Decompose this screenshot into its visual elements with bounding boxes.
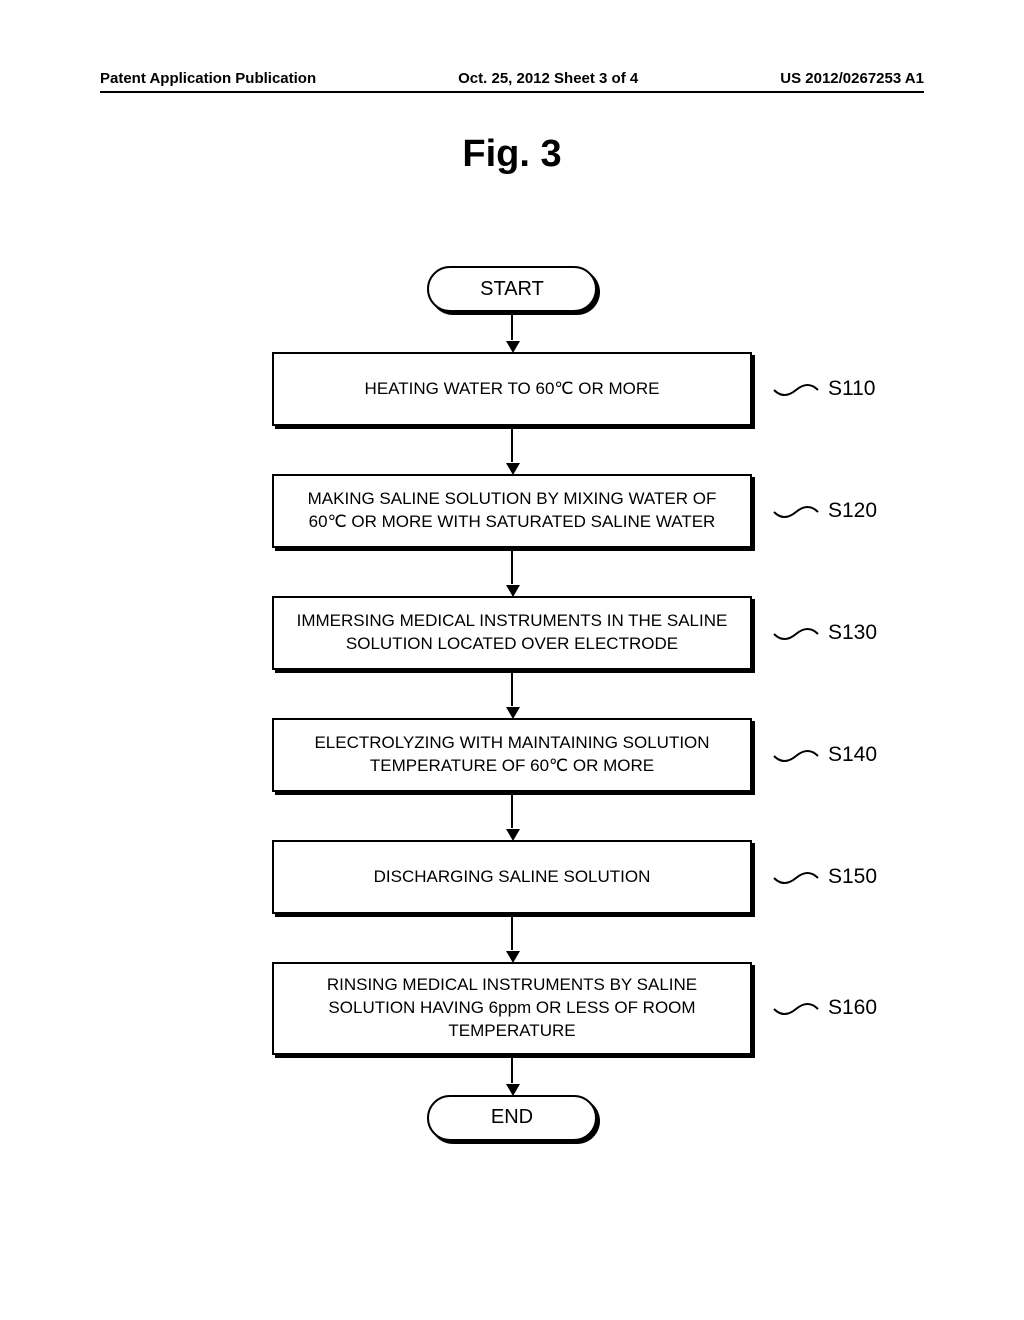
figure-title: Fig. 3	[100, 133, 924, 176]
step-id: S120	[828, 499, 877, 523]
flowchart: START HEATING WATER TO 60℃ OR MORE S110 …	[100, 266, 924, 1141]
terminator-end: END	[427, 1095, 597, 1141]
connector-icon	[772, 866, 820, 892]
connector-icon	[772, 378, 820, 404]
process-box: HEATING WATER TO 60℃ OR MORE	[272, 352, 752, 426]
page: Patent Application Publication Oct. 25, …	[0, 0, 1024, 1320]
step-row: IMMERSING MEDICAL INSTRUMENTS IN THE SAL…	[100, 596, 924, 670]
terminator-end-label: END	[491, 1106, 533, 1129]
step-label: S160	[772, 993, 877, 1023]
step-row: RINSING MEDICAL INSTRUMENTS BY SALINE SO…	[100, 962, 924, 1055]
step-row: HEATING WATER TO 60℃ OR MORE S110	[100, 352, 924, 426]
step-label: S120	[772, 496, 877, 526]
connector-icon	[772, 744, 820, 770]
header-center: Oct. 25, 2012 Sheet 3 of 4	[458, 70, 638, 87]
process-box: MAKING SALINE SOLUTION BY MIXING WATER O…	[272, 474, 752, 548]
step-id: S110	[828, 377, 876, 401]
step-row: DISCHARGING SALINE SOLUTION S150	[100, 840, 924, 914]
step-row: ELECTROLYZING WITH MAINTAINING SOLUTION …	[100, 718, 924, 792]
process-text: HEATING WATER TO 60℃ OR MORE	[365, 378, 660, 401]
header-left: Patent Application Publication	[100, 70, 316, 87]
step-label: S110	[772, 374, 876, 404]
step-id: S140	[828, 743, 877, 767]
process-box: RINSING MEDICAL INSTRUMENTS BY SALINE SO…	[272, 962, 752, 1055]
process-text: DISCHARGING SALINE SOLUTION	[374, 866, 651, 889]
header-right: US 2012/0267253 A1	[780, 70, 924, 87]
connector-icon	[772, 622, 820, 648]
terminator-start: START	[427, 266, 597, 312]
process-text: RINSING MEDICAL INSTRUMENTS BY SALINE SO…	[288, 974, 736, 1043]
process-text: MAKING SALINE SOLUTION BY MIXING WATER O…	[288, 488, 736, 534]
publication-header: Patent Application Publication Oct. 25, …	[100, 70, 924, 93]
step-label: S140	[772, 740, 877, 770]
step-label: S130	[772, 618, 877, 648]
step-label: S150	[772, 862, 877, 892]
step-id: S160	[828, 996, 877, 1020]
process-box: IMMERSING MEDICAL INSTRUMENTS IN THE SAL…	[272, 596, 752, 670]
process-text: ELECTROLYZING WITH MAINTAINING SOLUTION …	[288, 732, 736, 778]
step-row: MAKING SALINE SOLUTION BY MIXING WATER O…	[100, 474, 924, 548]
connector-icon	[772, 500, 820, 526]
terminator-start-label: START	[480, 278, 544, 301]
process-box: DISCHARGING SALINE SOLUTION	[272, 840, 752, 914]
step-id: S130	[828, 621, 877, 645]
process-text: IMMERSING MEDICAL INSTRUMENTS IN THE SAL…	[288, 610, 736, 656]
step-id: S150	[828, 865, 877, 889]
connector-icon	[772, 997, 820, 1023]
process-box: ELECTROLYZING WITH MAINTAINING SOLUTION …	[272, 718, 752, 792]
